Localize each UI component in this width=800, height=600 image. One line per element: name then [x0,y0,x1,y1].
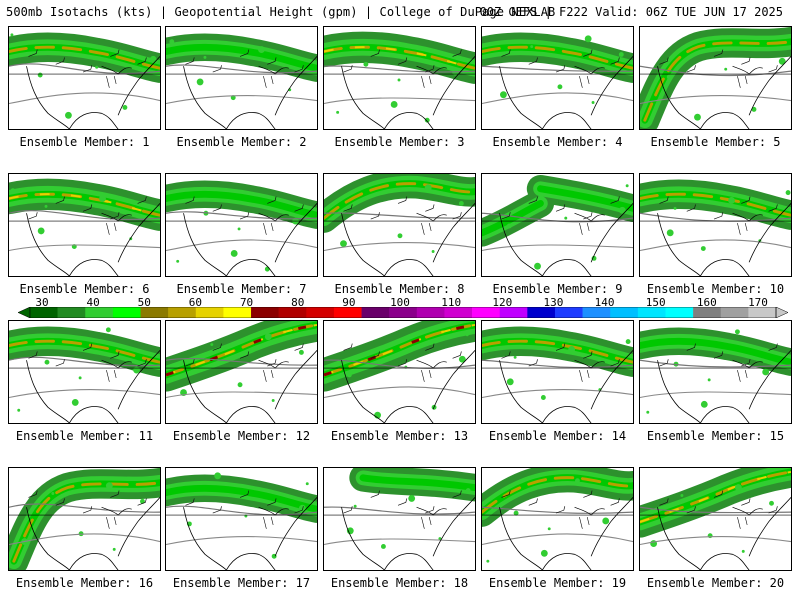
ensemble-member-label: Ensemble Member: 7 [176,282,307,296]
ensemble-panel [323,173,476,277]
ensemble-panel [639,467,792,571]
ensemble-member-label: Ensemble Member: 4 [492,135,623,149]
colorbar-tick-label: 110 [441,296,462,309]
ensemble-member-label: Ensemble Member: 20 [646,576,785,590]
colorbar-tick-label: 60 [188,296,203,309]
colorbar-segment [665,307,694,318]
colorbar-tick-label: 150 [645,296,666,309]
ensemble-panel [639,173,792,277]
ensemble-panel [639,320,792,424]
colorbar-segment [637,307,666,318]
ensemble-member-label: Ensemble Member: 18 [330,576,469,590]
ensemble-member-label: Ensemble Member: 16 [15,576,154,590]
colorbar-tick-label: 50 [137,296,151,309]
ensemble-member-label: Ensemble Member: 3 [334,135,465,149]
colorbar-tick-label: 120 [492,296,513,309]
ensemble-panel [323,467,476,571]
colorbar-segment [720,307,749,318]
ensemble-member-label: Ensemble Member: 19 [488,576,627,590]
colorbar-segment [306,307,335,318]
colorbar-tick-label: 140 [594,296,615,309]
colorbar-segment [416,307,445,318]
colorbar-segment [693,307,722,318]
colorbar-segment [554,307,583,318]
colorbar-segment [251,307,279,318]
colorbar-tick-label: 30 [35,296,49,309]
colorbar-segment [223,307,252,318]
ensemble-member-label: Ensemble Member: 8 [334,282,465,296]
ensemble-panel [165,173,318,277]
colorbar-segment [195,307,224,318]
colorbar-tick-label: 160 [696,296,717,309]
map-title: 500mb Isotachs (kts) | Geopotential Heig… [6,5,556,19]
colorbar-segment [748,307,777,318]
run-valid-time: 00Z GEFS | F222 Valid: 06Z TUE JUN 17 20… [479,5,783,19]
colorbar-tick-label: 100 [390,296,410,309]
colorbar-segment [168,307,197,318]
ensemble-panel [481,320,634,424]
colorbar-segment [527,307,556,318]
colorbar-tick-label: 80 [291,296,305,309]
colorbar-over-arrow [775,307,788,318]
colorbar-segment [30,307,58,318]
ensemble-member-label: Ensemble Member: 12 [172,429,311,443]
ensemble-member-label: Ensemble Member: 10 [646,282,785,296]
colorbar-segment [57,307,86,318]
ensemble-panel [165,26,318,130]
ensemble-member-label: Ensemble Member: 6 [19,282,150,296]
colorbar-tick-label: 70 [239,296,254,309]
ensemble-panel [481,26,634,130]
colorbar-segment [610,307,639,318]
colorbar-tick-label: 130 [543,296,564,309]
isotach-colorbar [18,307,788,318]
ensemble-panel [8,320,161,424]
colorbar-tick-label: 90 [342,296,356,309]
ensemble-panel [639,26,792,130]
colorbar-segment [333,307,362,318]
colorbar-segment [499,307,528,318]
ensemble-member-label: Ensemble Member: 15 [646,429,785,443]
colorbar-segment [472,307,501,318]
colorbar-tick-label: 170 [748,296,768,309]
ensemble-member-label: Ensemble Member: 17 [172,576,311,590]
colorbar-segment [389,307,418,318]
ensemble-panel [323,26,476,130]
ensemble-member-label: Ensemble Member: 2 [176,135,307,149]
ensemble-member-label: Ensemble Member: 1 [19,135,150,149]
colorbar-segment [278,307,307,318]
ensemble-member-label: Ensemble Member: 11 [15,429,154,443]
ensemble-member-label: Ensemble Member: 13 [330,429,469,443]
colorbar-segment [582,307,611,318]
ensemble-panel [8,26,161,130]
ensemble-panel [481,173,634,277]
ensemble-panel [481,467,634,571]
ensemble-panel [165,467,318,571]
colorbar-segment [112,307,141,318]
colorbar-segment [361,307,390,318]
colorbar-under-arrow [18,307,31,318]
ensemble-member-label: Ensemble Member: 14 [488,429,627,443]
colorbar-tick-label: 40 [86,296,100,309]
ensemble-panel [8,467,161,571]
ensemble-panel [323,320,476,424]
colorbar-segment [444,307,473,318]
ensemble-panel [8,173,161,277]
ensemble-panel [165,320,318,424]
colorbar-segment [140,307,169,318]
ensemble-member-label: Ensemble Member: 5 [650,135,781,149]
colorbar-segment [85,307,114,318]
ensemble-member-label: Ensemble Member: 9 [492,282,623,296]
